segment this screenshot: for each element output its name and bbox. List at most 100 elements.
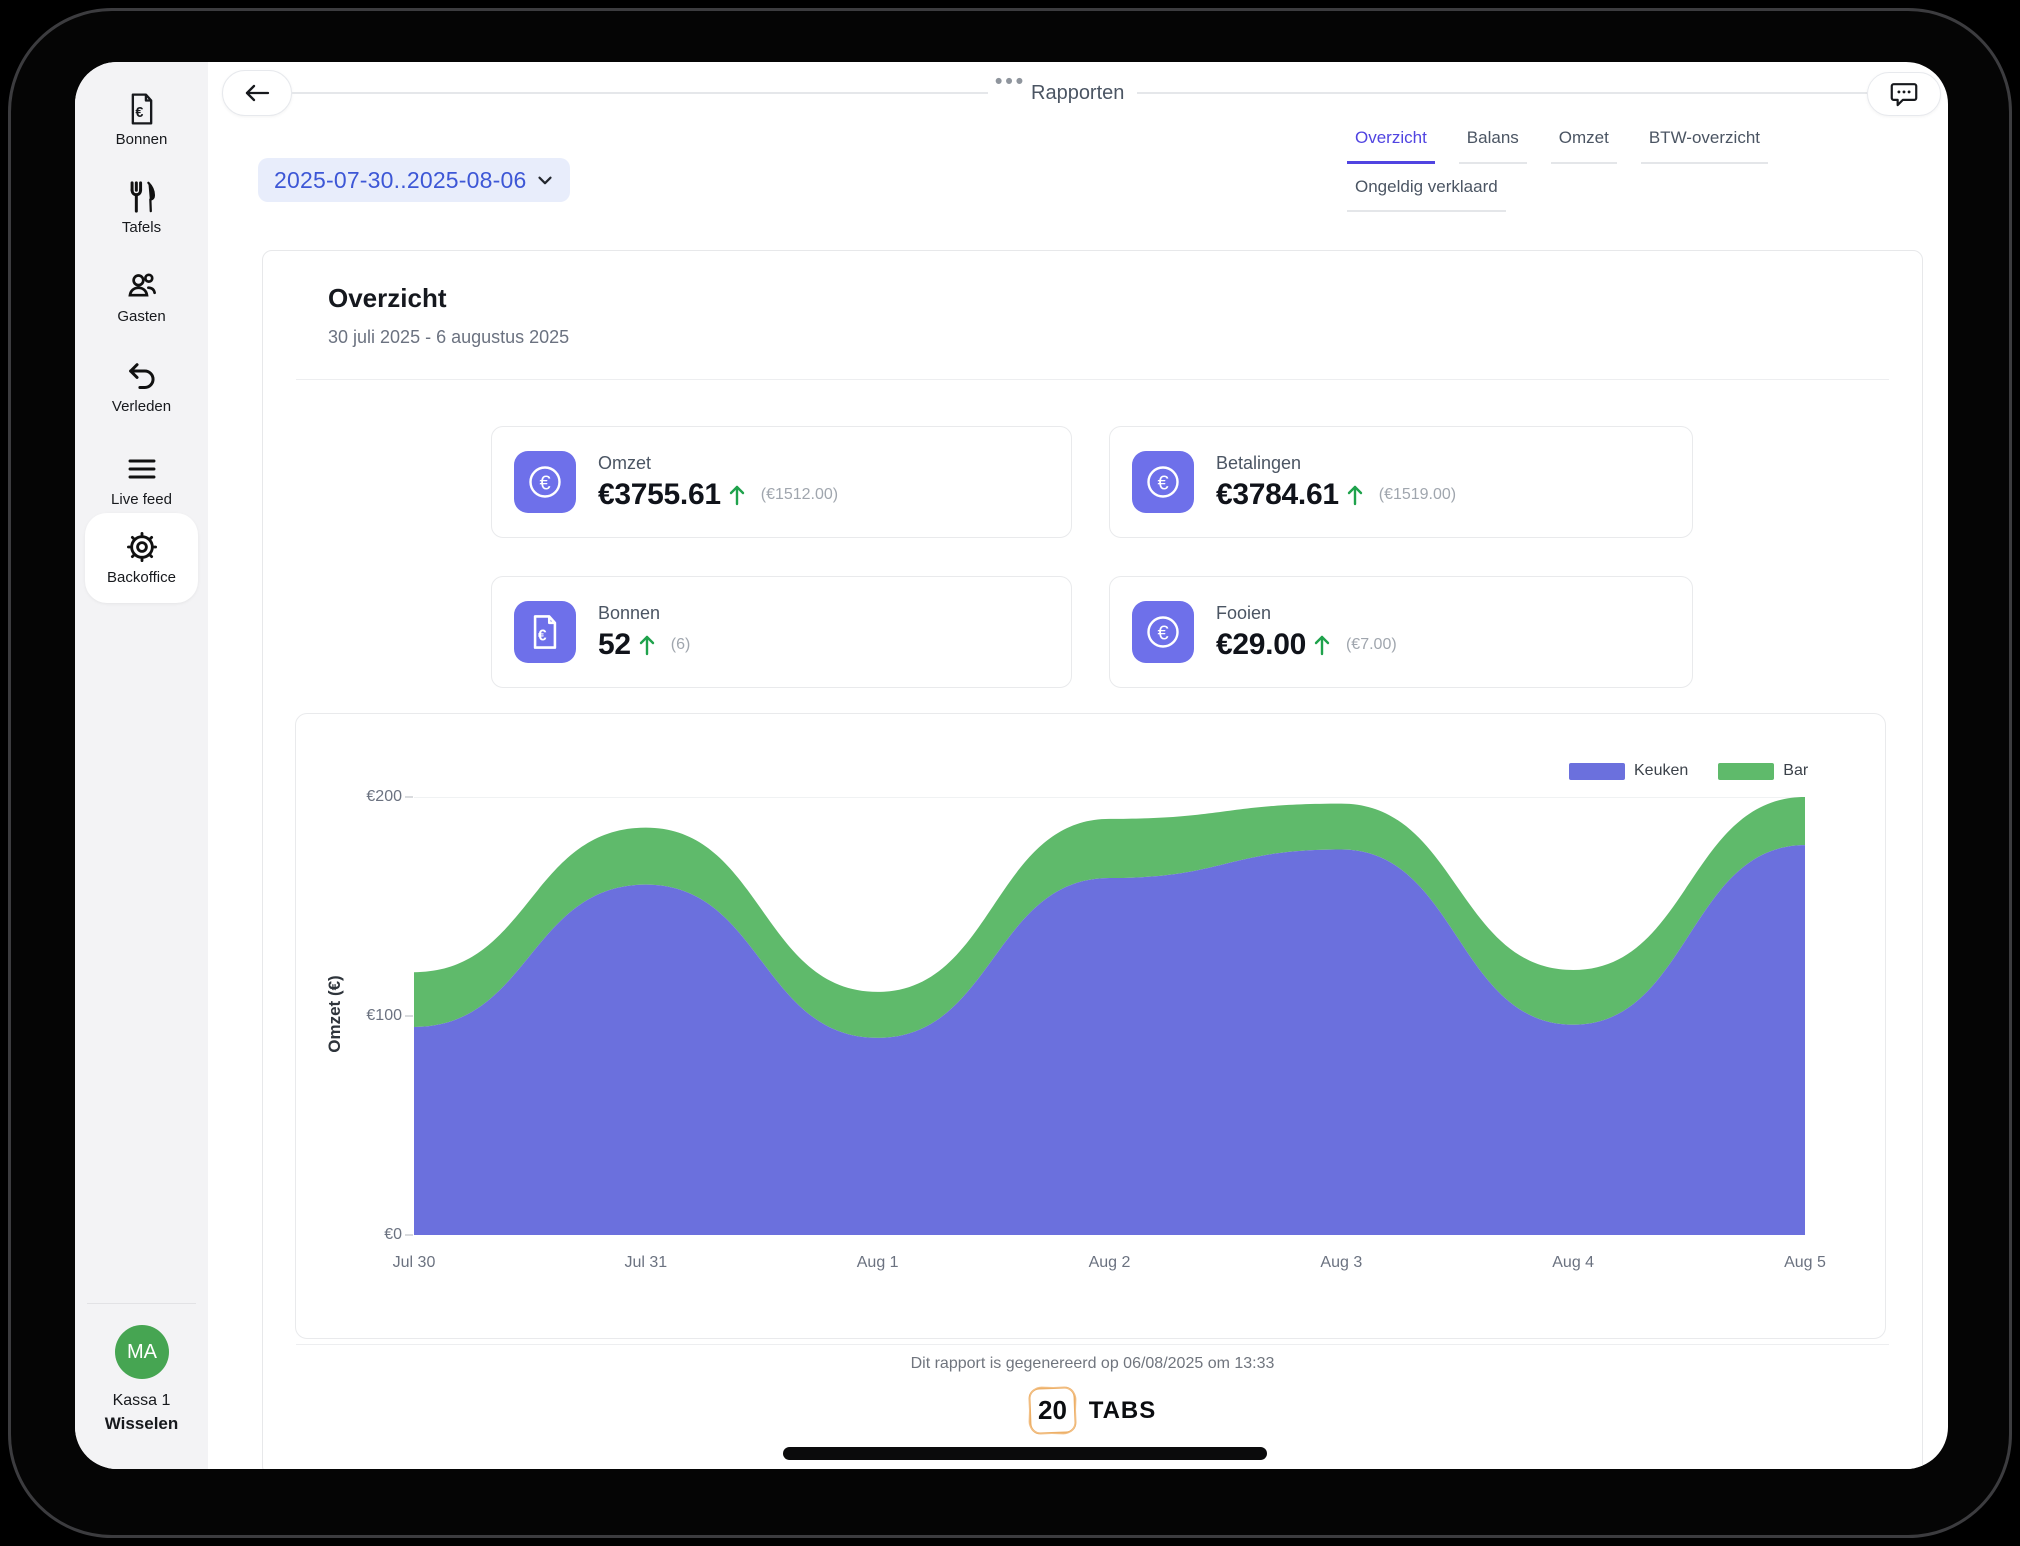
avatar[interactable]: MA bbox=[115, 1325, 169, 1379]
tab-ongeldig-verklaard[interactable]: Ongeldig verklaard bbox=[1347, 177, 1506, 212]
euro-coin-icon: € bbox=[1132, 601, 1194, 663]
stat-value: €29.00 bbox=[1216, 627, 1306, 661]
avatar-initials: MA bbox=[127, 1340, 157, 1363]
tab-btw-overzicht[interactable]: BTW-overzicht bbox=[1640, 128, 1768, 164]
y-axis-tick-label: €200 bbox=[366, 788, 402, 805]
stat-card-fooien: € Fooien €29.00 (€7.00) bbox=[1109, 576, 1693, 688]
sidebar-item-live-feed[interactable]: Live feed bbox=[75, 452, 208, 508]
tab-omzet[interactable]: Omzet bbox=[1550, 128, 1617, 164]
stat-sub-value: (6) bbox=[670, 635, 691, 653]
sidebar-item-label: Bonnen bbox=[115, 131, 168, 148]
report-title: Overzicht bbox=[328, 283, 447, 313]
y-axis-tick bbox=[405, 1015, 413, 1017]
date-range-value: 2025-07-30..2025-08-06 bbox=[274, 166, 527, 193]
x-axis-tick-label: Aug 2 bbox=[1088, 1254, 1131, 1271]
sidebar-item-label: Gasten bbox=[117, 308, 166, 325]
home-indicator[interactable] bbox=[783, 1447, 1267, 1460]
report-subtitle: 30 juli 2025 - 6 augustus 2025 bbox=[328, 327, 570, 347]
page-title: Rapporten bbox=[1031, 82, 1125, 104]
up-arrow-icon bbox=[1347, 485, 1362, 505]
brand-logo: 20 TABS bbox=[263, 1386, 1922, 1435]
divider bbox=[296, 1344, 1889, 1345]
stat-label: Fooien bbox=[1216, 602, 1272, 623]
svg-text:€: € bbox=[1157, 473, 1168, 495]
report-generated-text: Dit rapport is gegenereerd op 06/08/2025… bbox=[910, 1355, 1275, 1372]
stat-card-omzet: € Omzet €3755.61 (€1512.00) bbox=[491, 426, 1072, 538]
sidebar-item-tafels[interactable]: Tafels bbox=[75, 180, 208, 236]
sidebar-item-backoffice[interactable]: Backoffice bbox=[85, 513, 198, 603]
chat-bubble-icon bbox=[1890, 83, 1918, 107]
report-tabs: Overzicht Balans Omzet BTW-overzicht Ong… bbox=[1347, 128, 1797, 212]
chat-button[interactable] bbox=[1867, 72, 1941, 116]
stat-card-betalingen: € Betalingen €3784.61 (€1519.00) bbox=[1109, 426, 1693, 538]
x-axis-tick-label: Aug 4 bbox=[1552, 1254, 1595, 1271]
sidebar-item-gasten[interactable]: Gasten bbox=[75, 269, 208, 325]
x-axis-tick-label: Aug 1 bbox=[856, 1254, 899, 1271]
stat-label: Omzet bbox=[598, 452, 652, 473]
chevron-down-icon bbox=[538, 176, 553, 185]
sidebar-item-bonnen[interactable]: € Bonnen bbox=[75, 92, 208, 148]
switch-user-button[interactable]: Wisselen bbox=[104, 1414, 179, 1433]
up-arrow-icon bbox=[1314, 635, 1330, 655]
legend-label: Keuken bbox=[1634, 762, 1689, 779]
stat-sub-value: (€1512.00) bbox=[760, 485, 839, 503]
x-axis-tick-label: Aug 3 bbox=[1320, 1254, 1363, 1271]
sidebar-item-label: Backoffice bbox=[107, 569, 176, 586]
undo-arrow-icon bbox=[125, 359, 159, 393]
stat-sub-value: (€7.00) bbox=[1345, 635, 1397, 653]
stat-label: Betalingen bbox=[1216, 452, 1302, 473]
back-button[interactable] bbox=[222, 70, 292, 116]
legend-label: Bar bbox=[1783, 762, 1809, 779]
cutlery-icon bbox=[125, 180, 159, 214]
screen: € Bonnen Tafels bbox=[75, 62, 1948, 1469]
up-arrow-icon bbox=[729, 485, 744, 505]
sidebar: € Bonnen Tafels bbox=[75, 62, 208, 1469]
legend-item-keuken: Keuken bbox=[1569, 762, 1688, 780]
decorative-line bbox=[1137, 92, 1867, 94]
area-series-bar bbox=[414, 797, 1805, 1038]
euro-coin-icon: € bbox=[1132, 451, 1194, 513]
date-range-selector[interactable]: 2025-07-30..2025-08-06 bbox=[258, 158, 571, 202]
y-axis-tick-label: €0 bbox=[384, 1226, 402, 1243]
register-name: Kassa 1 bbox=[112, 1392, 171, 1409]
sidebar-item-label: Live feed bbox=[111, 491, 172, 508]
stat-sub-value: (€1519.00) bbox=[1378, 485, 1457, 503]
brand-logo-ring bbox=[1027, 1386, 1077, 1435]
svg-text:€: € bbox=[1157, 623, 1168, 645]
svg-text:€: € bbox=[135, 105, 143, 121]
sidebar-item-label: Tafels bbox=[121, 219, 162, 236]
svg-text:€: € bbox=[539, 473, 550, 495]
divider bbox=[296, 379, 1889, 380]
y-axis-tick bbox=[405, 796, 413, 798]
x-axis-tick-label: Jul 31 bbox=[624, 1254, 668, 1271]
x-axis-tick-label: Aug 5 bbox=[1784, 1254, 1826, 1271]
y-axis-tick bbox=[405, 1234, 413, 1236]
brand-name: TABS bbox=[1088, 1396, 1157, 1424]
report-card: Overzicht 30 juli 2025 - 6 augustus 2025… bbox=[262, 250, 1923, 1469]
brand-number: 20 bbox=[1037, 1395, 1067, 1426]
list-lines-icon bbox=[125, 452, 159, 486]
y-axis-tick-label: €100 bbox=[366, 1007, 402, 1024]
decorative-line bbox=[292, 92, 988, 94]
chart-legend: Keuken Bar bbox=[1569, 762, 1808, 780]
tab-balans[interactable]: Balans bbox=[1458, 128, 1527, 164]
brand-logo-box: 20 bbox=[1027, 1386, 1077, 1435]
receipt-euro-icon: € bbox=[514, 601, 576, 663]
receipt-euro-icon: € bbox=[125, 92, 159, 126]
area-series-keuken bbox=[414, 845, 1805, 1235]
stat-label: Bonnen bbox=[598, 602, 661, 623]
euro-coin-icon: € bbox=[514, 451, 576, 513]
revenue-chart-card: Keuken Bar Omzet (€) €0 €100 €200 Jul 30 Jul… bbox=[295, 713, 1886, 1339]
tab-overzicht[interactable]: Overzicht bbox=[1347, 128, 1435, 164]
overflow-dots: ••• bbox=[995, 70, 1027, 93]
gear-icon bbox=[125, 530, 159, 564]
arrow-left-icon bbox=[245, 84, 270, 102]
sidebar-item-verleden[interactable]: Verleden bbox=[75, 359, 208, 415]
stat-value: €3755.61 bbox=[598, 477, 721, 511]
guests-icon bbox=[125, 269, 159, 303]
stacked-area-chart bbox=[414, 797, 1805, 1235]
legend-swatch bbox=[1569, 762, 1625, 780]
up-arrow-icon bbox=[639, 635, 654, 655]
stat-card-bonnen: € Bonnen 52 (6) bbox=[491, 576, 1072, 688]
